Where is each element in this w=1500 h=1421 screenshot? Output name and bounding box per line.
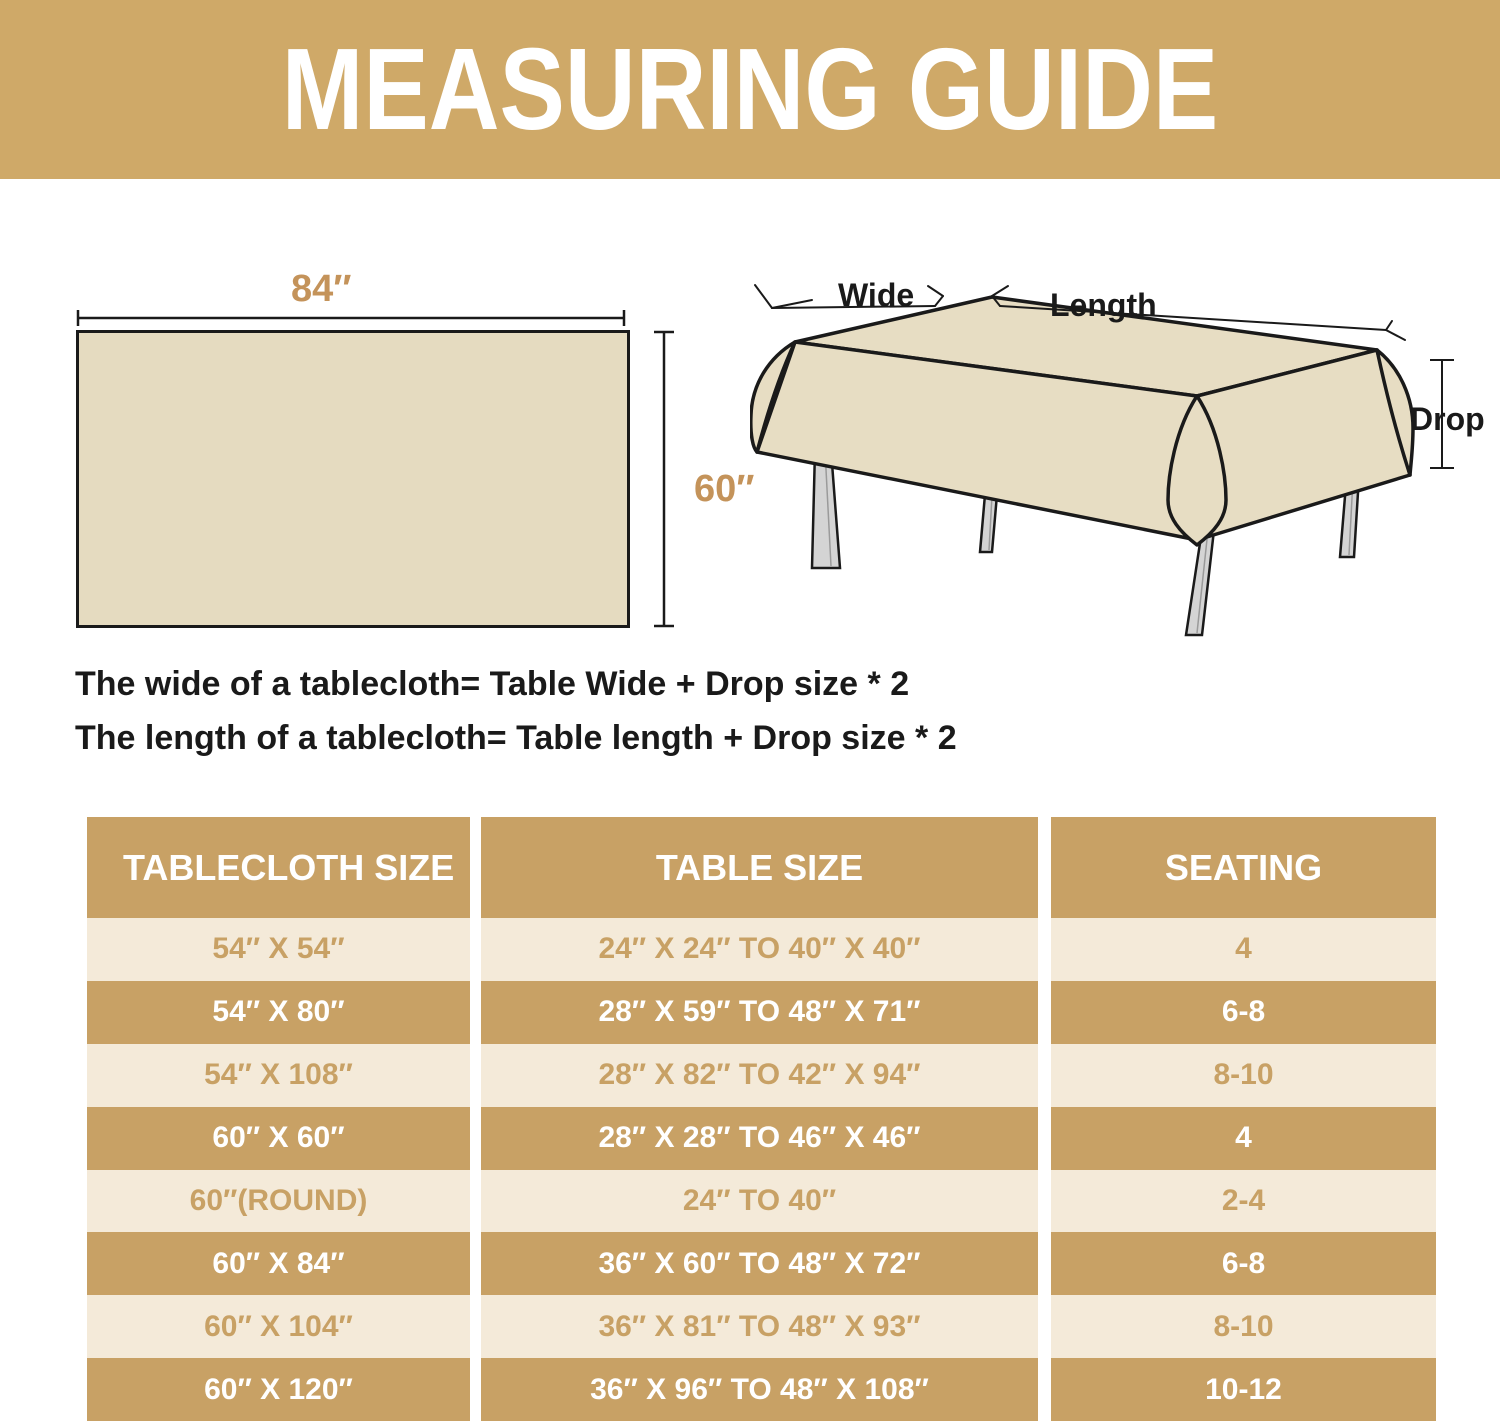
svg-text:Drop: Drop [1410, 401, 1485, 437]
svg-text:Length: Length [1050, 287, 1157, 323]
svg-text:Wide: Wide [838, 277, 914, 313]
